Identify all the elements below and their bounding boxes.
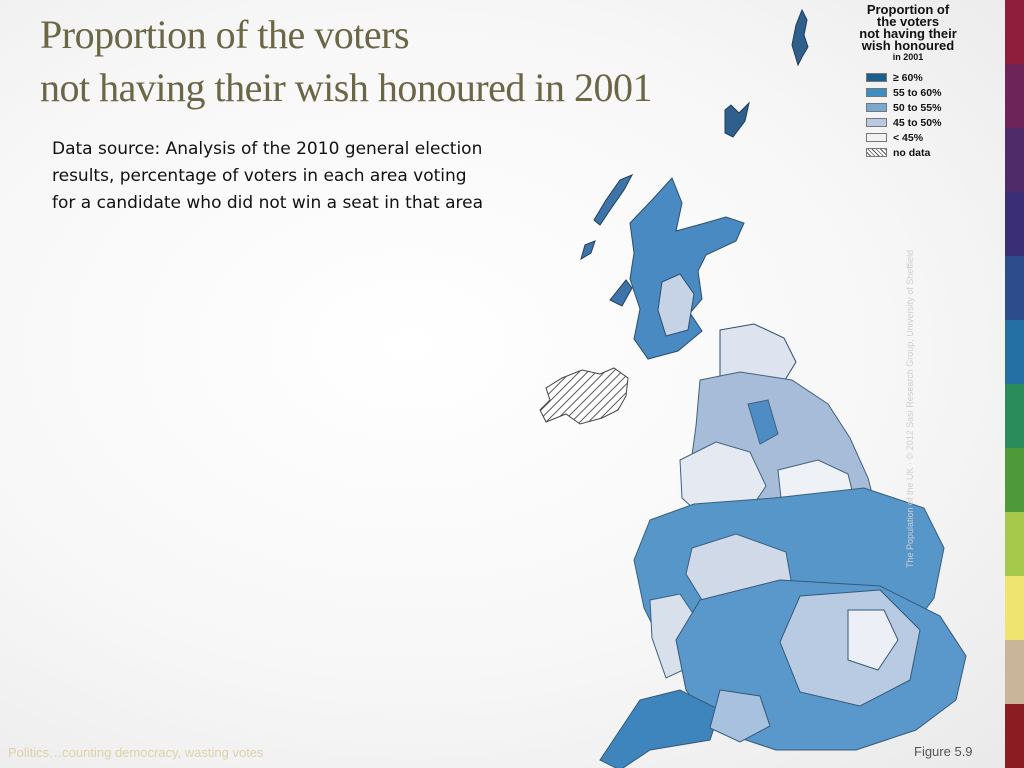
title-line-2: not having their wish honoured in 2001 bbox=[40, 65, 653, 110]
scotland-islands bbox=[580, 174, 634, 307]
scotland-northern-isles bbox=[724, 8, 809, 138]
legend-item: < 45% bbox=[840, 130, 976, 145]
figure-number: Figure 5.9 bbox=[914, 744, 973, 759]
side-bar-segment bbox=[1005, 576, 1024, 640]
legend-item: no data bbox=[840, 145, 976, 160]
legend-title-line: Proportion of bbox=[866, 2, 950, 17]
legend-swatch bbox=[866, 73, 887, 82]
legend-item: ≥ 60% bbox=[840, 70, 976, 85]
legend-item: 55 to 60% bbox=[840, 85, 976, 100]
legend-swatch bbox=[866, 133, 887, 142]
legend-swatch bbox=[866, 103, 887, 112]
legend-label: < 45% bbox=[893, 131, 924, 144]
legend-title-line: not having their bbox=[859, 26, 957, 41]
legend-item: 45 to 50% bbox=[840, 115, 976, 130]
side-bar-segment bbox=[1005, 256, 1024, 320]
uk-cartogram-map bbox=[539, 8, 967, 768]
map-legend: Proportion of the voters not having thei… bbox=[840, 2, 976, 160]
side-bar-segment bbox=[1005, 512, 1024, 576]
side-bar-segment bbox=[1005, 384, 1024, 448]
footer-caption: Politics…counting democracy, wasting vot… bbox=[8, 745, 264, 760]
side-bar-segment bbox=[1005, 128, 1024, 192]
legend-swatch bbox=[866, 148, 887, 157]
title-line-1: Proportion of the voters bbox=[40, 12, 410, 57]
copyright-credit: The Population of the UK · © 2012 Sasi R… bbox=[905, 249, 915, 568]
color-side-bar bbox=[1005, 0, 1024, 768]
side-bar-segment bbox=[1005, 0, 1024, 64]
legend-subtitle: in 2001 bbox=[892, 52, 924, 62]
legend-label: 55 to 60% bbox=[893, 86, 942, 99]
side-bar-segment bbox=[1005, 320, 1024, 384]
legend-swatch bbox=[866, 118, 887, 127]
data-source-text: Data source: Analysis of the 2010 genera… bbox=[52, 139, 483, 213]
legend-title-line: wish honoured bbox=[861, 38, 955, 53]
legend-title-line: the voters bbox=[876, 14, 940, 29]
side-bar-segment bbox=[1005, 64, 1024, 128]
london-and-south bbox=[599, 579, 967, 768]
legend-title: Proportion of the voters not having thei… bbox=[840, 2, 976, 53]
scotland bbox=[629, 177, 797, 395]
side-bar-segment bbox=[1005, 704, 1024, 768]
northern-ireland bbox=[539, 367, 629, 425]
side-bar-segment bbox=[1005, 448, 1024, 512]
side-bar-segment bbox=[1005, 640, 1024, 704]
legend-label: no data bbox=[893, 146, 931, 159]
side-bar-segment bbox=[1005, 192, 1024, 256]
legend-label: ≥ 60% bbox=[893, 71, 923, 84]
legend-label: 45 to 50% bbox=[893, 116, 942, 129]
legend-swatch bbox=[866, 88, 887, 97]
slide-title: Proportion of the voters not having thei… bbox=[40, 8, 800, 114]
legend-item: 50 to 55% bbox=[840, 100, 976, 115]
legend-label: 50 to 55% bbox=[893, 101, 942, 114]
